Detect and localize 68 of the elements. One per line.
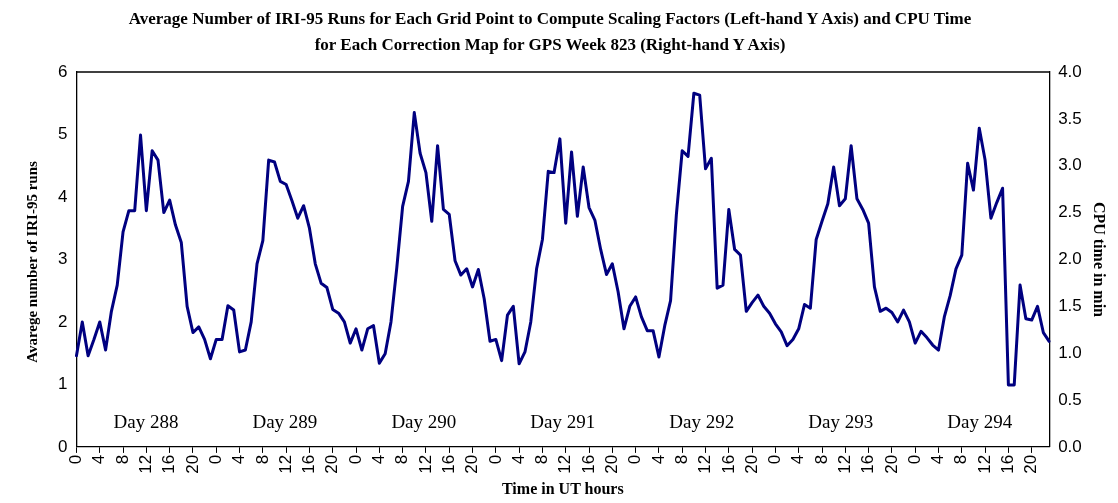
x-tick-label: 16 bbox=[299, 454, 319, 474]
x-tick-label: 8 bbox=[112, 454, 132, 465]
x-tick-label: 12 bbox=[415, 454, 435, 474]
x-tick-label: 16 bbox=[159, 454, 179, 474]
y2-tick-label: 2.5 bbox=[1058, 202, 1082, 222]
x-tick-label: 12 bbox=[834, 454, 854, 474]
x-tick-label: 20 bbox=[322, 454, 342, 474]
x-tick-label: 0 bbox=[765, 454, 785, 465]
x-tick-label: 8 bbox=[392, 454, 412, 465]
y2-tick-label: 3.5 bbox=[1058, 108, 1082, 128]
x-tick-label: 12 bbox=[695, 454, 715, 474]
x-tick-label: 16 bbox=[718, 454, 738, 474]
x-tick-label: 12 bbox=[974, 454, 994, 474]
x-tick-label: 4 bbox=[788, 454, 808, 465]
x-tick-label: 20 bbox=[182, 454, 202, 474]
y2-tick-label: 0.5 bbox=[1058, 389, 1082, 409]
x-tick-label: 0 bbox=[904, 454, 924, 465]
x-tick-label: 12 bbox=[275, 454, 295, 474]
annotation: Day 294 bbox=[947, 410, 1013, 432]
x-tick-label: 8 bbox=[951, 454, 971, 465]
x-tick-label: 0 bbox=[345, 454, 365, 465]
y-tick-label: 4 bbox=[57, 186, 68, 206]
x-tick-label: 4 bbox=[369, 454, 389, 465]
x-tick-label: 12 bbox=[555, 454, 575, 474]
chart-title: Average Number of IRI-95 Runs for Each Grid Point to Compute Scaling Factors (Left-hand Y Axis) and CPU Time for Each Correction Map for GPS Week 823 (Right-hand Y Axis) bbox=[127, 8, 973, 56]
x-tick-label: 0 bbox=[66, 454, 86, 465]
y2-tick-label: 4.0 bbox=[1058, 61, 1082, 81]
x-tick-label: 16 bbox=[998, 454, 1018, 474]
x-tick-label: 16 bbox=[858, 454, 878, 474]
y2-tick-label: 2.0 bbox=[1058, 249, 1082, 269]
x-tick-label: 20 bbox=[741, 454, 761, 474]
y-tick-label: 3 bbox=[57, 249, 68, 269]
x-tick-label: 4 bbox=[928, 454, 948, 465]
x-tick-label: 8 bbox=[671, 454, 691, 465]
x-tick-label: 20 bbox=[881, 454, 901, 474]
x-tick-label: 4 bbox=[89, 454, 109, 465]
x-tick-label: 0 bbox=[625, 454, 645, 465]
y2-tick-label: 3.0 bbox=[1058, 155, 1082, 175]
x-axis-title: Time in UT hours bbox=[501, 479, 624, 497]
y-tick-label: 6 bbox=[57, 61, 68, 81]
x-tick-label: 20 bbox=[462, 454, 482, 474]
x-tick-label: 8 bbox=[252, 454, 272, 465]
x-tick-label: 4 bbox=[648, 454, 668, 465]
x-tick-label: 12 bbox=[136, 454, 156, 474]
y-tick-label: 5 bbox=[57, 124, 68, 144]
annotation: Day 290 bbox=[391, 410, 457, 432]
annotation: Day 288 bbox=[113, 410, 179, 432]
y2-tick-label: 1.5 bbox=[1058, 295, 1082, 315]
y-tick-label: 1 bbox=[57, 374, 68, 394]
annotation: Day 292 bbox=[669, 410, 735, 432]
annotation: Day 291 bbox=[530, 410, 596, 432]
x-tick-label: 4 bbox=[229, 454, 249, 465]
x-tick-label: 20 bbox=[602, 454, 622, 474]
y2-tick-label: 0.0 bbox=[1058, 436, 1082, 456]
x-tick-label: 4 bbox=[508, 454, 528, 465]
y2-axis-title: CPU time in min bbox=[1091, 201, 1109, 318]
x-tick-label: 0 bbox=[205, 454, 225, 465]
x-tick-label: 8 bbox=[811, 454, 831, 465]
annotation: Day 289 bbox=[252, 410, 318, 432]
y-axis-title: Avarege number of IRI-95 runs bbox=[23, 160, 41, 365]
x-tick-label: 0 bbox=[485, 454, 505, 465]
x-tick-label: 20 bbox=[1021, 454, 1041, 474]
x-tick-label: 8 bbox=[532, 454, 552, 465]
x-tick-label: 16 bbox=[578, 454, 598, 474]
annotation: Day 293 bbox=[808, 410, 874, 432]
x-tick-label: 16 bbox=[438, 454, 458, 474]
y-tick-label: 2 bbox=[57, 311, 68, 331]
y2-tick-label: 1.0 bbox=[1058, 342, 1082, 362]
